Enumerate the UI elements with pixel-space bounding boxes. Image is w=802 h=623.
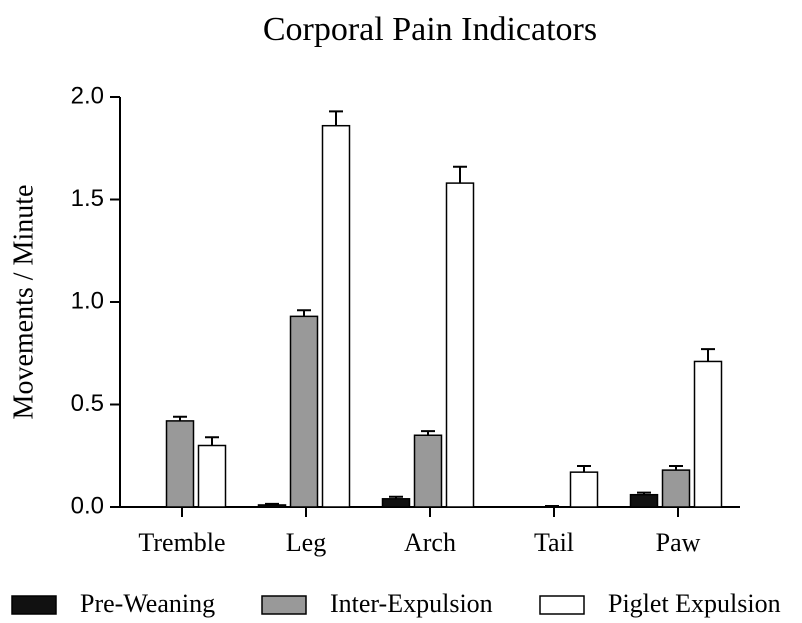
x-tick-label: Arch bbox=[404, 528, 456, 557]
chart-title: Corporal Pain Indicators bbox=[263, 11, 597, 48]
error-bar bbox=[453, 165, 467, 184]
bar bbox=[693, 360, 723, 508]
bar bbox=[197, 444, 227, 508]
error-bar bbox=[577, 465, 591, 473]
y-tick-label: 1.0 bbox=[71, 287, 104, 314]
x-tick-label: Tail bbox=[534, 528, 574, 557]
error-bar bbox=[545, 504, 559, 507]
error-bar bbox=[329, 110, 343, 126]
bar bbox=[321, 124, 351, 508]
bar bbox=[381, 498, 411, 508]
legend-label: Piglet Expulsion bbox=[608, 589, 781, 618]
bar bbox=[289, 315, 319, 508]
bar bbox=[569, 471, 599, 508]
y-tick-label: 0.5 bbox=[71, 390, 104, 417]
y-axis-label: Movements / Minute bbox=[8, 185, 39, 420]
error-bar bbox=[421, 430, 435, 436]
legend-swatch bbox=[11, 595, 57, 615]
bar bbox=[257, 504, 287, 508]
error-bar bbox=[173, 415, 187, 421]
legend-label: Pre-Weaning bbox=[80, 589, 215, 618]
bar bbox=[413, 434, 443, 508]
x-tick-label: Tremble bbox=[138, 528, 225, 557]
error-bar bbox=[669, 465, 683, 471]
error-bar bbox=[701, 348, 715, 362]
bar bbox=[445, 182, 475, 508]
error-bar bbox=[389, 495, 403, 499]
bar bbox=[661, 469, 691, 508]
x-tick-label: Paw bbox=[656, 528, 701, 557]
error-bar bbox=[205, 436, 219, 446]
y-tick-label: 2.0 bbox=[71, 82, 104, 109]
bar bbox=[165, 420, 195, 508]
legend-label: Inter-Expulsion bbox=[330, 589, 493, 618]
y-tick-label: 0.0 bbox=[71, 492, 104, 519]
y-tick-label: 1.5 bbox=[71, 185, 104, 212]
error-bar bbox=[297, 309, 311, 317]
bar bbox=[629, 493, 659, 508]
legend-swatch bbox=[539, 595, 585, 615]
error-bar bbox=[637, 491, 651, 495]
legend-swatch bbox=[261, 595, 307, 615]
error-bar bbox=[265, 502, 279, 505]
x-tick-label: Leg bbox=[286, 528, 326, 557]
